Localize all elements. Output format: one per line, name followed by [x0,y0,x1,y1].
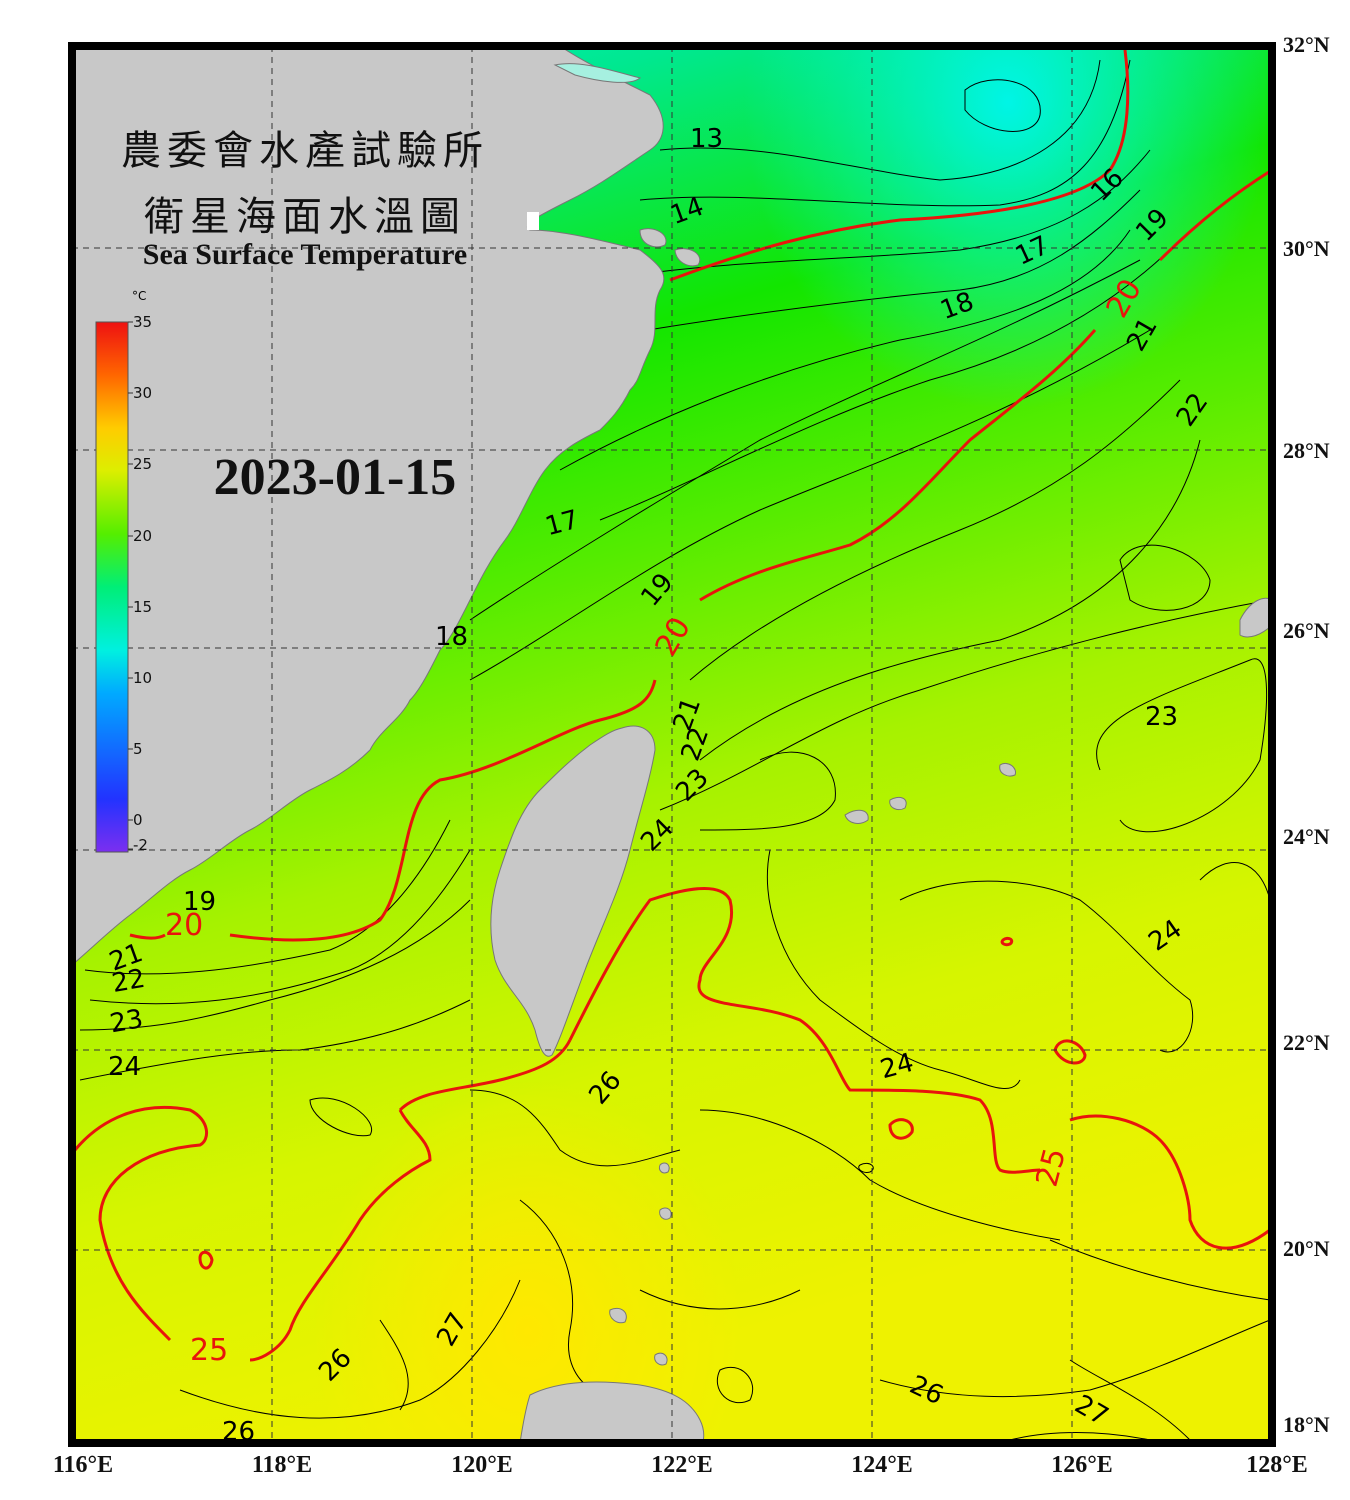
lat-lon-grid [72,46,1272,1443]
contour-label: 20 [165,908,203,943]
lat-label-28n: 28°N [1283,438,1330,463]
colorbar-unit: °C [132,289,147,303]
lon-label-124e: 124°E [851,1452,913,1478]
title-chinese-agency: 農委會水產試驗所 [121,128,489,174]
colorbar-tick: 10 [133,669,153,687]
contour-label: 13 [690,124,723,154]
contour-label: 25 [190,1333,228,1368]
lon-label-120e: 120°E [451,1452,513,1478]
contour-label: 18 [435,622,468,652]
lat-label-32n: 32°N [1283,32,1330,57]
colorbar-tick: 30 [133,384,153,402]
lat-label-22n: 22°N [1283,1030,1330,1055]
isotherms-red [73,49,1272,1362]
title-chinese-map: 衛星海面水溫圖 [144,194,466,240]
lon-label-126e: 126°E [1051,1452,1113,1478]
island-taiwan [490,725,656,1057]
colorbar-tick: 35 [133,313,153,331]
colorbar-tick: 0 [133,811,143,829]
colorbar-tick: 5 [133,740,143,758]
lat-label-26n: 26°N [1283,618,1330,643]
colorbar-tick: 20 [133,527,153,545]
contour-label: 19 [183,887,216,917]
contour-label: 26 [222,1417,255,1447]
contour-label: 23 [1145,702,1178,732]
sea-surface: 13 14 16 17 17 18 18 19 19 19 20 20 20 2… [72,46,1272,1447]
lon-label-122e: 122°E [651,1452,713,1478]
lon-label-118e: 118°E [251,1452,313,1478]
lat-label-30n: 30°N [1283,236,1330,261]
contour-label: 24 [108,1052,141,1082]
mainland-china [72,46,665,966]
land-masses [72,46,1272,1443]
lon-label-128e: 128°E [1246,1452,1308,1478]
colorbar-tick: -2 [133,836,148,854]
colorbar-tick: 25 [133,455,153,473]
lat-label-20n: 20°N [1283,1236,1330,1261]
lat-label-24n: 24°N [1283,824,1330,849]
lat-label-18n: 18°N [1283,1412,1330,1437]
colorbar-tick: 15 [133,598,153,616]
island-luzon [519,1381,705,1443]
contour-label: 23 [108,1004,146,1039]
lon-label-116e: 116°E [52,1452,114,1478]
colorbar [95,321,133,853]
map-frame [68,42,1276,1447]
contour-label: 22 [110,964,148,999]
map-date: 2023-01-15 [213,449,457,506]
title-english: Sea Surface Temperature [142,238,468,271]
okinawa-island [1239,597,1272,638]
